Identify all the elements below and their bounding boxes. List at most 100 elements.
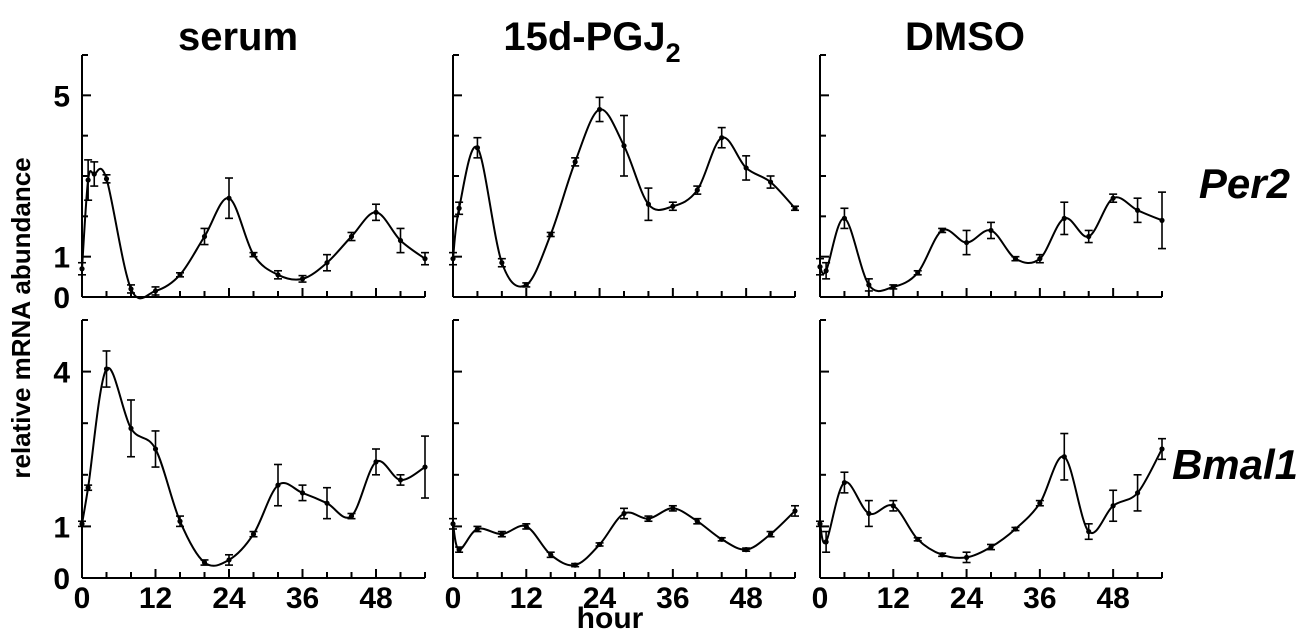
data-point	[85, 485, 91, 491]
panel-1-1: 0 1 5	[53, 54, 429, 315]
x-tick-label: 0	[445, 582, 462, 615]
data-point	[645, 516, 652, 522]
data-point	[548, 231, 554, 238]
data-point	[177, 272, 183, 278]
data-point	[572, 159, 578, 165]
data-point	[572, 562, 578, 568]
data-point	[1061, 215, 1067, 221]
data-point	[177, 518, 183, 524]
data-point	[324, 260, 330, 266]
data-point	[250, 252, 257, 258]
data-point	[621, 143, 627, 149]
data-point	[767, 179, 774, 185]
data-point	[694, 518, 700, 524]
data-point	[939, 552, 945, 558]
data-point	[499, 531, 505, 537]
data-point	[1061, 454, 1067, 460]
data-point	[841, 479, 848, 486]
data-point	[450, 256, 456, 262]
data-point	[1086, 528, 1092, 535]
x-tick-label: 36	[1023, 582, 1056, 615]
y-tick-label: 0	[53, 563, 70, 596]
data-point	[422, 464, 428, 470]
data-point	[817, 264, 823, 270]
y-tick-label: 5	[53, 80, 70, 113]
data-point	[128, 425, 134, 431]
panel-2-3: 0 12 24 36 48	[812, 319, 1166, 615]
data-point	[670, 203, 676, 209]
data-point	[915, 536, 921, 542]
data-point	[743, 165, 749, 171]
x-tick-label: 12	[877, 582, 910, 615]
data-point	[85, 177, 91, 183]
data-point	[823, 539, 829, 545]
data-point	[324, 500, 330, 506]
data-point	[719, 536, 725, 542]
data-point	[866, 282, 872, 288]
data-point	[743, 547, 749, 553]
panel-2-1: 0 1 4 0 12 24 36 48	[53, 319, 429, 615]
data-point	[128, 286, 134, 292]
y-tick-label: 1	[53, 242, 70, 275]
column-title-15d-pgj2-main: 15d-PGJ	[503, 15, 665, 59]
y-tick-label: 0	[53, 282, 70, 315]
data-point	[103, 366, 110, 372]
y-tick-label: 1	[53, 511, 70, 544]
data-point	[915, 270, 921, 276]
data-point	[299, 490, 306, 496]
series-line	[81, 167, 426, 300]
column-title-15d-pgj2: 15d-PGJ2	[503, 15, 680, 68]
data-point	[456, 547, 462, 553]
data-point	[299, 276, 306, 282]
x-tick-label: 48	[1096, 582, 1129, 615]
data-point	[474, 526, 481, 532]
row-label-bmal1: Bmal1	[1172, 441, 1298, 488]
data-point	[201, 233, 208, 240]
data-point	[823, 268, 829, 274]
data-point	[817, 521, 823, 527]
series-line	[819, 196, 1163, 293]
x-tick-label: 12	[510, 582, 543, 615]
data-point	[621, 510, 627, 517]
data-point	[1134, 490, 1141, 496]
data-point	[988, 544, 994, 550]
data-point	[1134, 207, 1141, 213]
data-point	[1159, 446, 1165, 452]
x-tick-label: 36	[286, 582, 319, 615]
data-point	[1086, 233, 1092, 240]
data-point	[548, 552, 554, 558]
data-point	[348, 233, 355, 240]
data-point	[250, 531, 257, 537]
data-point	[841, 215, 848, 221]
x-tick-label: 36	[656, 582, 689, 615]
data-point	[275, 272, 281, 278]
data-point	[1110, 503, 1116, 509]
data-point	[1012, 526, 1019, 532]
data-point	[1012, 256, 1019, 262]
data-point	[866, 510, 872, 517]
data-point	[596, 541, 603, 548]
data-point	[456, 205, 462, 211]
data-point	[226, 557, 232, 563]
data-point	[226, 195, 232, 201]
data-point	[792, 508, 798, 514]
data-point	[988, 227, 994, 234]
data-point	[767, 531, 774, 537]
column-title-dmso: DMSO	[905, 15, 1025, 59]
data-point	[1037, 500, 1043, 506]
x-tick-label: 48	[729, 582, 762, 615]
data-point	[152, 288, 159, 294]
data-point	[397, 237, 404, 244]
data-point	[694, 187, 700, 193]
data-point	[670, 505, 676, 511]
data-point	[103, 176, 110, 182]
data-point	[499, 260, 505, 266]
data-point	[963, 239, 970, 246]
data-point	[91, 171, 97, 177]
x-tick-label: 0	[74, 582, 91, 615]
data-point	[422, 256, 428, 262]
column-title-serum: serum	[178, 15, 298, 59]
x-tick-label: 0	[812, 582, 829, 615]
data-point	[450, 521, 456, 527]
x-tick-label: 12	[139, 582, 172, 615]
